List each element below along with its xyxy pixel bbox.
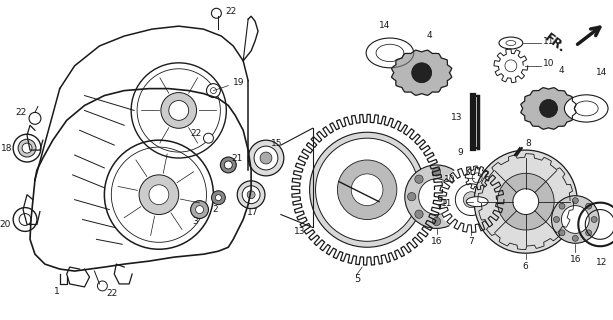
Circle shape xyxy=(559,203,565,209)
Circle shape xyxy=(419,179,454,214)
Text: 11: 11 xyxy=(441,199,452,208)
Text: 22: 22 xyxy=(106,289,118,298)
Circle shape xyxy=(29,112,41,124)
Text: 4: 4 xyxy=(427,31,432,40)
Circle shape xyxy=(539,100,557,117)
Circle shape xyxy=(554,217,560,222)
Text: 21: 21 xyxy=(231,154,243,163)
Circle shape xyxy=(169,100,189,120)
Circle shape xyxy=(450,210,458,218)
Text: 18: 18 xyxy=(1,144,12,153)
Circle shape xyxy=(13,208,37,231)
Text: 5: 5 xyxy=(354,274,360,284)
Circle shape xyxy=(412,63,432,83)
Circle shape xyxy=(22,143,32,153)
Circle shape xyxy=(207,84,221,98)
Text: 20: 20 xyxy=(0,220,11,229)
Text: 22: 22 xyxy=(190,129,202,138)
Ellipse shape xyxy=(466,197,488,207)
Circle shape xyxy=(585,203,592,209)
Circle shape xyxy=(474,150,577,253)
Text: 10: 10 xyxy=(444,175,455,184)
Circle shape xyxy=(310,132,425,247)
Text: 14: 14 xyxy=(379,21,390,30)
Circle shape xyxy=(497,173,554,230)
Text: 22: 22 xyxy=(15,108,27,117)
Circle shape xyxy=(438,166,505,233)
Circle shape xyxy=(573,235,578,241)
Circle shape xyxy=(415,210,423,218)
Circle shape xyxy=(139,175,179,214)
Text: 19: 19 xyxy=(234,78,245,87)
Circle shape xyxy=(300,213,311,225)
Ellipse shape xyxy=(499,37,523,49)
Circle shape xyxy=(260,152,272,164)
Circle shape xyxy=(291,113,443,266)
Circle shape xyxy=(161,92,197,128)
Text: 1: 1 xyxy=(54,287,59,296)
Circle shape xyxy=(463,192,479,208)
Text: 22: 22 xyxy=(226,7,237,16)
Circle shape xyxy=(196,206,204,213)
Text: 13: 13 xyxy=(294,227,305,236)
Text: 16: 16 xyxy=(431,237,442,246)
Circle shape xyxy=(562,206,589,233)
Circle shape xyxy=(204,133,213,143)
Circle shape xyxy=(221,157,236,173)
Text: 2: 2 xyxy=(213,205,218,214)
Circle shape xyxy=(13,134,41,162)
Ellipse shape xyxy=(366,38,414,68)
Text: 11: 11 xyxy=(543,36,554,45)
Text: 15: 15 xyxy=(271,139,283,148)
Circle shape xyxy=(18,139,36,157)
Circle shape xyxy=(247,191,255,199)
Text: 13: 13 xyxy=(451,113,463,122)
Circle shape xyxy=(237,181,265,209)
Circle shape xyxy=(432,217,441,226)
Circle shape xyxy=(405,165,468,228)
Text: 6: 6 xyxy=(523,261,528,271)
Text: 3: 3 xyxy=(192,217,199,226)
Circle shape xyxy=(97,281,107,291)
Circle shape xyxy=(351,174,383,206)
Circle shape xyxy=(450,175,458,183)
Circle shape xyxy=(337,160,397,220)
Text: 17: 17 xyxy=(247,208,259,217)
Circle shape xyxy=(457,193,465,201)
Polygon shape xyxy=(521,88,576,129)
Ellipse shape xyxy=(565,95,608,122)
Polygon shape xyxy=(392,50,452,95)
Circle shape xyxy=(432,168,441,176)
Ellipse shape xyxy=(574,101,598,116)
Circle shape xyxy=(215,195,221,201)
Ellipse shape xyxy=(376,44,404,61)
Circle shape xyxy=(585,230,592,236)
Circle shape xyxy=(211,8,221,18)
Circle shape xyxy=(591,217,597,222)
Text: 16: 16 xyxy=(569,255,581,264)
Circle shape xyxy=(573,198,578,204)
Text: 10: 10 xyxy=(543,59,554,68)
Text: 14: 14 xyxy=(596,68,607,77)
Circle shape xyxy=(149,185,169,204)
Circle shape xyxy=(248,140,284,176)
Circle shape xyxy=(316,138,419,241)
Text: 8: 8 xyxy=(526,139,531,148)
Circle shape xyxy=(211,191,226,204)
Circle shape xyxy=(224,161,232,169)
Circle shape xyxy=(559,230,565,236)
Text: 12: 12 xyxy=(596,258,607,267)
Circle shape xyxy=(513,189,539,214)
Text: 9: 9 xyxy=(457,148,463,156)
Circle shape xyxy=(191,201,208,219)
Circle shape xyxy=(408,193,416,201)
Circle shape xyxy=(552,196,599,243)
Circle shape xyxy=(242,186,260,204)
Text: 7: 7 xyxy=(468,237,474,246)
Circle shape xyxy=(254,146,278,170)
Text: FR.: FR. xyxy=(542,31,568,55)
Circle shape xyxy=(455,184,487,216)
Circle shape xyxy=(415,175,423,183)
Text: 4: 4 xyxy=(558,66,564,75)
